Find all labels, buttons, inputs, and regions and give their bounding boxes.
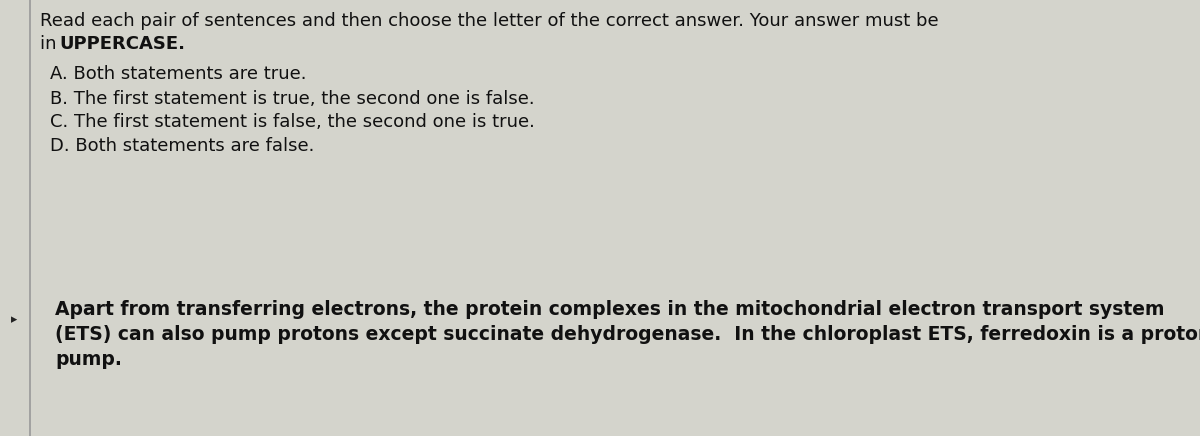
Text: C. The first statement is false, the second one is true.: C. The first statement is false, the sec… <box>50 113 535 131</box>
Text: B. The first statement is true, the second one is false.: B. The first statement is true, the seco… <box>50 90 535 108</box>
Text: ▸: ▸ <box>11 313 17 327</box>
Text: Apart from transferring electrons, the protein complexes in the mitochondrial el: Apart from transferring electrons, the p… <box>55 300 1164 319</box>
Text: D. Both statements are false.: D. Both statements are false. <box>50 137 314 155</box>
Text: (ETS) can also pump protons except succinate dehydrogenase.  In the chloroplast : (ETS) can also pump protons except succi… <box>55 325 1200 344</box>
Text: Read each pair of sentences and then choose the letter of the correct answer. Yo: Read each pair of sentences and then cho… <box>40 12 938 30</box>
Text: in: in <box>40 35 62 53</box>
Text: pump.: pump. <box>55 350 122 369</box>
Text: UPPERCASE.: UPPERCASE. <box>59 35 185 53</box>
Text: A. Both statements are true.: A. Both statements are true. <box>50 65 306 83</box>
